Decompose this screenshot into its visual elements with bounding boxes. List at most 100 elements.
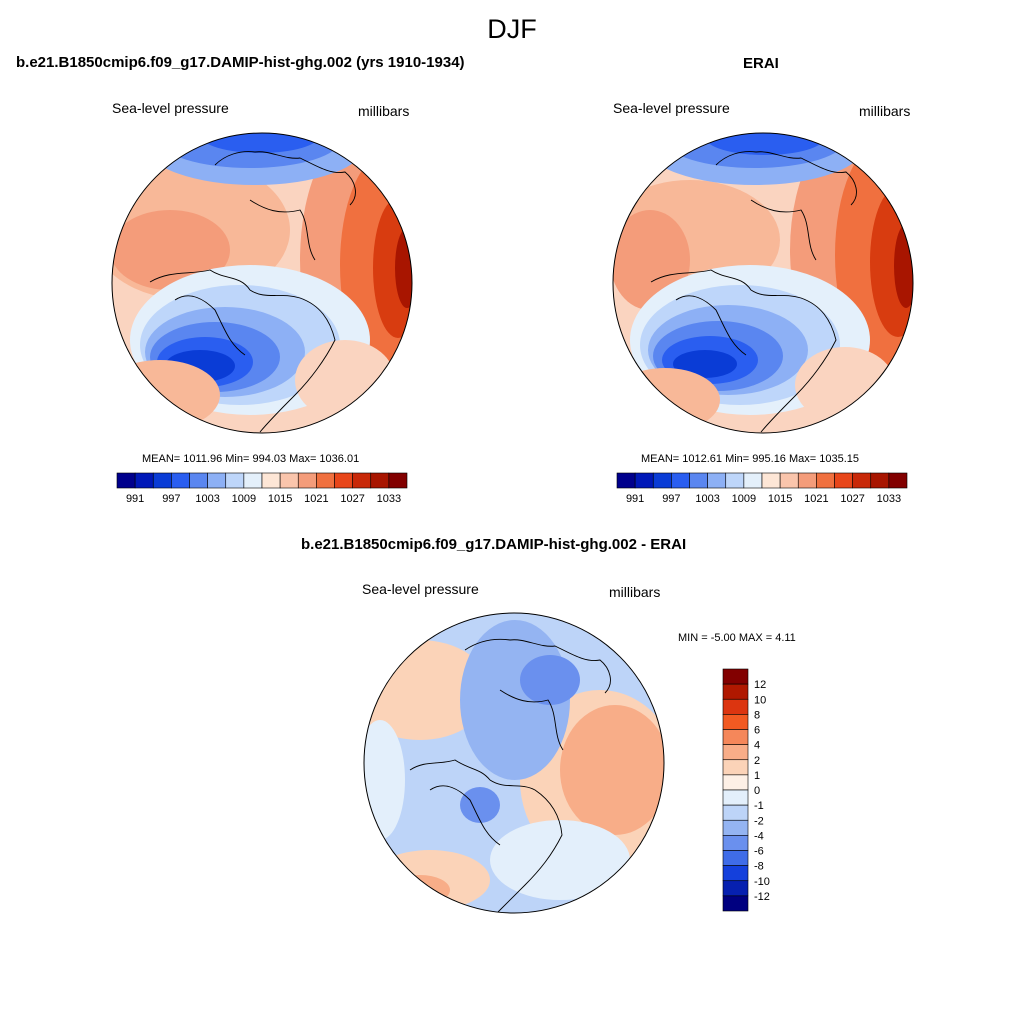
right-colorbar-swatch bbox=[870, 472, 890, 489]
diff-colorbar-swatch bbox=[722, 744, 749, 761]
diff-colorbar-swatch bbox=[722, 895, 749, 912]
diff-map-coastlines bbox=[409, 638, 611, 913]
diff-colorbar-swatch bbox=[722, 880, 749, 897]
left-panel-stats: MEAN= 1011.96 Min= 994.03 Max= 1036.01 bbox=[142, 453, 360, 465]
right-colorbar-swatch bbox=[852, 472, 872, 489]
diff-map-boundary bbox=[363, 612, 665, 914]
diff-colorbar-swatch bbox=[722, 714, 749, 730]
diff-colorbar-swatch bbox=[722, 819, 749, 836]
left-colorbar-swatch bbox=[207, 472, 227, 489]
right-colorbar-swatch bbox=[707, 472, 727, 489]
left-colorbar-swatch bbox=[261, 472, 281, 489]
right-colorbar-tick-label: 1009 bbox=[732, 493, 756, 505]
right-colorbar-swatch bbox=[888, 472, 908, 489]
left-panel-title: b.e21.B1850cmip6.f09_g17.DAMIP-hist-ghg.… bbox=[16, 54, 465, 71]
right-colorbar-tick-label: 991 bbox=[626, 493, 644, 505]
right-colorbar-swatch bbox=[652, 472, 672, 489]
diff-colorbar-tick-label: 12 bbox=[754, 679, 766, 691]
left-colorbar-swatch bbox=[316, 472, 335, 489]
left-map-boundary bbox=[111, 132, 413, 434]
left-colorbar-swatch bbox=[279, 472, 299, 489]
diff-panel-variable-label: Sea-level pressure bbox=[362, 581, 479, 597]
diff-colorbar-swatch bbox=[722, 729, 749, 745]
diff-panel-units-label: millibars bbox=[609, 584, 661, 600]
right-map-coastlines bbox=[650, 151, 857, 433]
diff-colorbar-swatch bbox=[722, 835, 749, 851]
diff-map-field bbox=[364, 613, 664, 913]
right-map-field bbox=[613, 133, 913, 433]
left-colorbar-tick-label: 1027 bbox=[340, 493, 364, 505]
right-colorbar-swatch bbox=[725, 472, 745, 489]
diff-colorbar-swatch bbox=[722, 865, 749, 882]
diff-colorbar-tick-label: 2 bbox=[754, 755, 760, 767]
right-map-boundary bbox=[612, 132, 914, 434]
diff-colorbar-tick-label: 0 bbox=[754, 785, 760, 797]
left-colorbar-swatch bbox=[370, 472, 390, 489]
diff-colorbar-tick-label: 8 bbox=[754, 709, 760, 721]
right-panel-units-label: millibars bbox=[859, 103, 911, 119]
left-panel-variable-label: Sea-level pressure bbox=[112, 100, 229, 116]
diff-colorbar-tick-label: -10 bbox=[754, 876, 770, 888]
left-colorbar-swatch bbox=[352, 472, 372, 489]
diff-colorbar-tick-label: 10 bbox=[754, 694, 766, 706]
diff-colorbar-tick-label: -8 bbox=[754, 861, 764, 873]
right-colorbar-tick-label: 1033 bbox=[877, 493, 901, 505]
right-colorbar-swatch bbox=[671, 472, 690, 489]
right-colorbar-swatch bbox=[634, 472, 654, 489]
left-colorbar-swatch bbox=[243, 472, 263, 489]
right-colorbar-swatch bbox=[816, 472, 835, 489]
diff-colorbar-swatch bbox=[722, 804, 749, 821]
diff-colorbar-tick-label: -4 bbox=[754, 830, 764, 842]
right-colorbar-swatch bbox=[743, 472, 763, 489]
right-colorbar-swatch bbox=[616, 472, 636, 489]
diff-colorbar-swatch bbox=[722, 789, 749, 806]
left-panel-units-label: millibars bbox=[358, 103, 410, 119]
diff-colorbar-tick-label: -2 bbox=[754, 815, 764, 827]
diff-colorbar-swatch bbox=[722, 668, 749, 685]
left-colorbar-swatch bbox=[152, 472, 172, 489]
left-colorbar-swatch bbox=[171, 472, 190, 489]
left-colorbar-swatch bbox=[225, 472, 245, 489]
left-colorbar-tick-label: 997 bbox=[162, 493, 180, 505]
diff-colorbar-tick-label: -12 bbox=[754, 891, 770, 903]
diff-panel-stats: MIN = -5.00 MAX = 4.11 bbox=[678, 632, 796, 644]
diff-colorbar-tick-label: 1 bbox=[754, 770, 760, 782]
left-map-coastlines bbox=[149, 151, 356, 433]
left-colorbar-tick-label: 1009 bbox=[232, 493, 256, 505]
left-colorbar-swatch bbox=[388, 472, 408, 489]
left-colorbar-tick-label: 1021 bbox=[304, 493, 328, 505]
right-colorbar-tick-label: 1015 bbox=[768, 493, 792, 505]
left-colorbar-swatch bbox=[297, 472, 317, 489]
right-panel-stats: MEAN= 1012.61 Min= 995.16 Max= 1035.15 bbox=[641, 453, 860, 465]
left-colorbar-swatch bbox=[334, 472, 353, 489]
diff-colorbar-swatch bbox=[722, 774, 749, 791]
diff-colorbar-swatch bbox=[722, 850, 749, 866]
left-map-field bbox=[112, 133, 412, 433]
right-colorbar-swatch bbox=[834, 472, 853, 489]
diff-panel-title: b.e21.B1850cmip6.f09_g17.DAMIP-hist-ghg.… bbox=[301, 536, 687, 553]
left-colorbar-tick-label: 1015 bbox=[268, 493, 292, 505]
right-colorbar-tick-label: 1003 bbox=[695, 493, 719, 505]
right-colorbar-swatch bbox=[779, 472, 799, 489]
right-colorbar-swatch bbox=[689, 472, 708, 489]
left-colorbar-tick-label: 991 bbox=[126, 493, 144, 505]
diff-colorbar-tick-label: -6 bbox=[754, 846, 764, 858]
figure-title: DJF bbox=[487, 14, 537, 44]
left-colorbar-tick-label: 1033 bbox=[377, 493, 401, 505]
right-colorbar-swatch bbox=[761, 472, 781, 489]
diff-colorbar-tick-label: -1 bbox=[754, 800, 764, 812]
right-colorbar-swatch bbox=[797, 472, 817, 489]
diff-colorbar-swatch bbox=[722, 698, 749, 715]
left-colorbar-tick-label: 1003 bbox=[195, 493, 219, 505]
diff-colorbar-tick-label: 4 bbox=[754, 740, 760, 752]
left-colorbar-swatch bbox=[189, 472, 208, 489]
right-panel-variable-label: Sea-level pressure bbox=[613, 100, 730, 116]
right-panel-title: ERAI bbox=[743, 55, 779, 72]
right-colorbar-tick-label: 997 bbox=[662, 493, 680, 505]
diff-colorbar-swatch bbox=[722, 683, 749, 700]
